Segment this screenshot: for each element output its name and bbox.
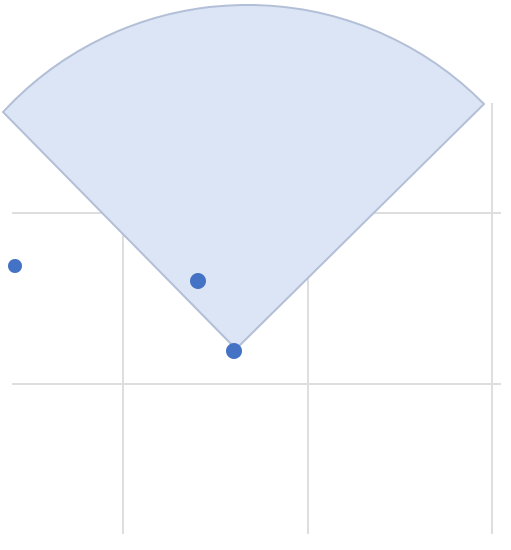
points-layer (8, 259, 242, 359)
point-3 (190, 273, 206, 289)
point-2 (226, 343, 242, 359)
view-sector (2, 4, 485, 350)
point-1 (8, 259, 22, 273)
